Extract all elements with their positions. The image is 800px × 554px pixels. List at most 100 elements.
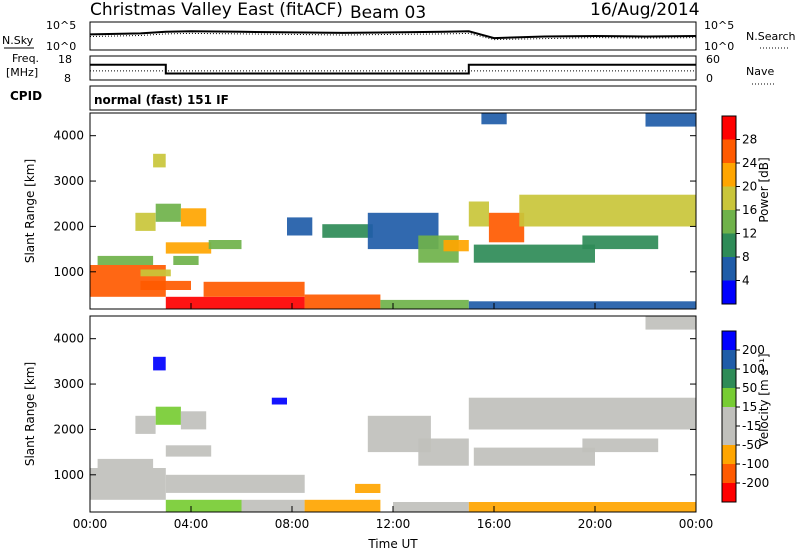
velocity-region-8 bbox=[165, 499, 242, 513]
freq-series-0 bbox=[90, 63, 696, 75]
power-region-25 bbox=[468, 301, 697, 309]
power-ytick-label-0: 1000 bbox=[53, 265, 84, 279]
power-colorbar-label: Power [dB] bbox=[757, 157, 771, 222]
x-tick-label-6: 00:00 bbox=[679, 517, 714, 531]
velocity-region-3 bbox=[155, 406, 181, 425]
velocity-region-9 bbox=[241, 499, 305, 513]
power-region-10 bbox=[165, 296, 305, 310]
velocity-region-18 bbox=[468, 502, 697, 512]
velocity-colorbar-tick-label-1: -100 bbox=[742, 457, 769, 471]
velocity-region-6 bbox=[165, 445, 212, 457]
power-region-6 bbox=[153, 153, 166, 168]
velocity-colorbar-tick-label-0: -200 bbox=[742, 476, 769, 490]
power-region-16 bbox=[322, 224, 373, 238]
power-region-20 bbox=[468, 201, 489, 227]
velocity-region-1 bbox=[97, 458, 154, 468]
velocity-region-15 bbox=[468, 397, 697, 430]
power-region-23 bbox=[519, 194, 697, 227]
velocity-colorbar-swatch-7 bbox=[722, 350, 736, 369]
velocity-region-5 bbox=[153, 356, 166, 371]
nave-tick-low: 0 bbox=[706, 72, 713, 85]
velocity-y-axis: 1000 2000 3000 4000 bbox=[53, 332, 696, 482]
power-colorbar-swatch-1 bbox=[722, 257, 736, 281]
cpid-strip-frame bbox=[89, 85, 697, 111]
power-region-8 bbox=[173, 255, 199, 265]
nsearch-label: N.Search bbox=[746, 30, 796, 43]
power-colorbar-tick-label-6: 28 bbox=[742, 133, 757, 147]
velocity-region-20 bbox=[645, 316, 696, 330]
velocity-colorbar-tick-label-6: 100 bbox=[742, 362, 765, 376]
power-region-7 bbox=[165, 242, 212, 254]
velocity-region-14 bbox=[393, 502, 469, 512]
velocity-colorbar-tick-label-2: -50 bbox=[742, 438, 762, 452]
velocity-region-10 bbox=[304, 499, 381, 513]
freq-label-1: Freq. bbox=[12, 52, 39, 65]
velocity-colorbar-swatch-6 bbox=[722, 369, 736, 388]
velocity-ytick-label-2: 3000 bbox=[53, 377, 84, 391]
power-region-1 bbox=[97, 255, 154, 265]
velocity-colorbar-swatch-1 bbox=[722, 464, 736, 483]
x-axis-label: Time UT bbox=[367, 537, 418, 551]
nave-label: Nave bbox=[746, 65, 774, 78]
velocity-region-0 bbox=[90, 468, 166, 500]
x-tick-label-3: 12:00 bbox=[376, 517, 411, 531]
nsky-label: N.Sky bbox=[2, 34, 34, 47]
date-label: 16/Aug/2014 bbox=[590, 0, 700, 20]
velocity-ytick-label-0: 1000 bbox=[53, 468, 84, 482]
velocity-heatmap bbox=[90, 316, 697, 513]
velocity-region-13 bbox=[418, 438, 469, 466]
power-region-19 bbox=[443, 240, 469, 252]
velocity-region-11 bbox=[355, 483, 381, 493]
power-colorbar-swatch-0 bbox=[722, 280, 736, 304]
velocity-panel: 1000 2000 3000 4000 00:00 04:00 08:00 12:00 16:… bbox=[23, 315, 714, 531]
velocity-ytick-label-1: 2000 bbox=[53, 422, 84, 436]
power-colorbar-swatch-5 bbox=[722, 163, 736, 187]
x-tick-label-1: 04:00 bbox=[174, 517, 209, 531]
velocity-y-axis-label: Slant Range [km] bbox=[23, 362, 37, 466]
velocity-colorbar-tick-label-5: 50 bbox=[742, 381, 757, 395]
power-colorbar: 4 8 12 16 20 24 28 bbox=[721, 115, 757, 305]
velocity-colorbar-tick-label-3: -15 bbox=[742, 419, 762, 433]
power-region-11 bbox=[203, 281, 305, 297]
freq-tick-high: 18 bbox=[58, 53, 72, 66]
power-y-axis: 1000 2000 3000 4000 bbox=[53, 129, 696, 279]
x-tick-label-2: 08:00 bbox=[275, 517, 310, 531]
power-ytick-label-1: 2000 bbox=[53, 219, 84, 233]
beam-label: Beam 03 bbox=[350, 3, 426, 23]
power-colorbar-tick-label-3: 16 bbox=[742, 203, 757, 217]
power-colorbar-swatch-6 bbox=[722, 139, 736, 163]
power-colorbar-swatch-3 bbox=[722, 210, 736, 234]
power-colorbar-tick-label-5: 24 bbox=[742, 156, 757, 170]
power-region-12 bbox=[304, 294, 381, 309]
noise-tick-high-right: 10^5 bbox=[704, 19, 734, 32]
power-region-9 bbox=[208, 240, 242, 250]
power-region-2 bbox=[140, 269, 171, 277]
noise-series-1 bbox=[89, 32, 697, 41]
velocity-colorbar-tick-label-4: 15 bbox=[742, 400, 757, 414]
nave-tick-high: 60 bbox=[706, 53, 720, 66]
x-tick-label-4: 16:00 bbox=[477, 517, 512, 531]
power-region-22 bbox=[473, 244, 595, 263]
power-colorbar-tick-label-2: 12 bbox=[742, 227, 757, 241]
power-region-21 bbox=[488, 212, 525, 243]
freq-lines bbox=[90, 63, 696, 75]
power-colorbar-tick-label-4: 20 bbox=[742, 180, 757, 194]
velocity-colorbar-swatch-4 bbox=[722, 407, 736, 426]
noise-series-0 bbox=[89, 30, 697, 40]
velocity-colorbar-swatch-5 bbox=[722, 388, 736, 407]
power-heatmap bbox=[90, 113, 697, 310]
velocity-region-4 bbox=[180, 411, 207, 430]
power-region-24 bbox=[582, 235, 659, 250]
noise-tick-low-right: 10^0 bbox=[704, 40, 734, 53]
power-colorbar-swatch-4 bbox=[722, 186, 736, 210]
x-tick-label-0: 00:00 bbox=[73, 517, 108, 531]
power-colorbar-tick-label-1: 8 bbox=[742, 250, 750, 264]
velocity-colorbar-swatch-0 bbox=[722, 483, 736, 502]
velocity-region-16 bbox=[473, 447, 595, 466]
velocity-colorbar-swatch-3 bbox=[722, 426, 736, 445]
freq-strip-frame bbox=[89, 55, 697, 81]
power-panel: 1000 2000 3000 4000 Slant Range [km] bbox=[23, 112, 697, 310]
velocity-colorbar-swatch-8 bbox=[722, 331, 736, 350]
power-region-26 bbox=[645, 113, 696, 127]
